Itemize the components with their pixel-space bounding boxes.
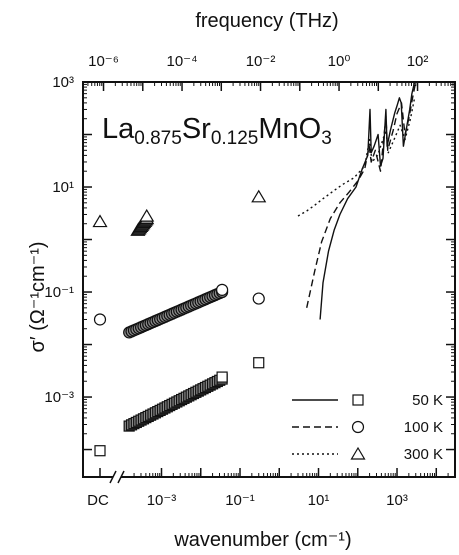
data-point-300k	[139, 208, 155, 222]
dc-point-100k	[93, 313, 107, 326]
dc-point-50k	[94, 445, 106, 457]
x2-tick-label: 10⁻⁴	[166, 53, 197, 70]
x-axis-break-mark	[117, 470, 125, 484]
x-break-label: DC	[87, 492, 109, 509]
y-tick-label: 10⁻¹	[44, 284, 74, 301]
y-axis-title: σ′ (Ω⁻¹cm⁻¹)	[27, 241, 49, 352]
data-point-50k	[216, 371, 228, 383]
legend-marker-100k	[351, 420, 365, 434]
formula-part: 3	[321, 128, 332, 149]
x2-axis-title: frequency (THz)	[195, 10, 338, 32]
formula-part: 0.875	[134, 128, 182, 149]
legend-label-100k: 100 K	[404, 419, 443, 436]
x2-tick-label: 10⁻⁶	[88, 53, 119, 70]
formula-part: MnO	[258, 113, 321, 145]
y-tick-label: 10⁻³	[44, 389, 74, 406]
y-tick-label: 10¹	[52, 179, 74, 196]
x-axis-break-mark	[109, 470, 117, 484]
compound-formula: La0.875Sr0.125MnO3	[102, 113, 332, 149]
dc-point-300k	[92, 214, 108, 228]
series-line-300k	[297, 97, 416, 217]
x2-tick-label: 10⁻²	[246, 53, 276, 70]
x-tick-label: 10³	[386, 492, 408, 509]
x-tick-label: 10⁻³	[147, 492, 177, 509]
x-tick-label: 10¹	[308, 492, 330, 509]
series-line-100k	[306, 84, 416, 308]
legend-label-50k: 50 K	[412, 392, 443, 409]
legend-marker-300k	[350, 446, 366, 460]
legend-marker-50k	[352, 394, 364, 406]
data-point-100k	[216, 283, 229, 296]
series-line-50k	[319, 81, 416, 320]
formula-part: Sr	[182, 113, 211, 145]
legend-label-300k: 300 K	[404, 446, 443, 463]
plot-frame	[82, 81, 456, 478]
data-point-50k	[253, 357, 265, 369]
y-tick-label: 10³	[52, 74, 74, 91]
x-tick-label: 10⁻¹	[225, 492, 255, 509]
x2-tick-label: 10²	[407, 53, 429, 70]
data-point-300k	[251, 189, 267, 203]
formula-part: 0.125	[211, 128, 259, 149]
x2-tick-label: 10⁰	[328, 53, 351, 70]
x-axis-break-gap	[113, 471, 121, 483]
data-point-100k	[252, 292, 265, 305]
formula-part: La	[102, 113, 135, 145]
x-axis-title: wavenumber (cm⁻¹)	[173, 529, 351, 551]
